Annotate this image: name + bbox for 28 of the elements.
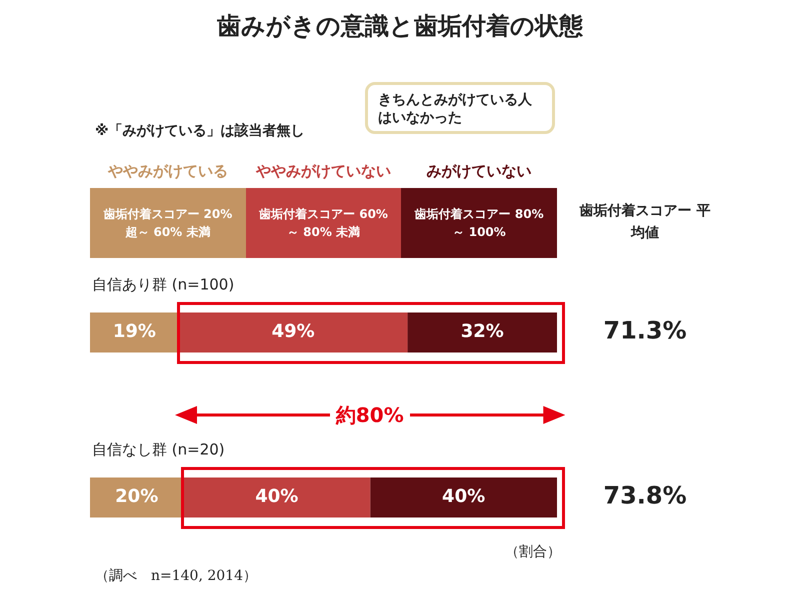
text: 73.8%	[603, 482, 687, 510]
annotation: 約80%	[330, 402, 410, 428]
speech-bubble: きちんとみがけている人はいなかった	[365, 82, 555, 134]
annotation: （調べ n=140, 2014）	[95, 567, 257, 585]
chart-title: 歯みがきの意識と歯垢付着の状態	[216, 11, 584, 42]
bar	[90, 312, 179, 352]
data-label: 32%	[460, 321, 504, 342]
bar	[370, 478, 557, 518]
text: ややみがけていない	[254, 162, 392, 182]
data-label: 49%	[272, 321, 315, 342]
text: 歯垢付着スコアー 20% 超～ 60% 未満	[90, 188, 246, 258]
text: 歯垢付着スコアー 60% ～ 80% 未満	[246, 188, 402, 258]
data-label: 19%	[112, 321, 156, 342]
text: 歯垢付着スコアー 平均値	[578, 202, 712, 243]
text: ややみがけている	[106, 162, 229, 182]
annotation: （割合）	[505, 543, 561, 561]
data-label: 40%	[442, 486, 486, 508]
bar	[183, 478, 370, 518]
y-tick-label: 自信なし群 (n=20)	[92, 440, 225, 458]
data-label: 40%	[255, 486, 298, 508]
text: 71.3%	[603, 316, 687, 345]
y-tick-label: 自信あり群 (n=100)	[92, 275, 234, 294]
text: 歯垢付着スコアー 80% ～ 100%	[401, 188, 558, 258]
data-label: 20%	[115, 486, 158, 508]
bar	[408, 312, 557, 352]
text: ※「みがけている」は該当者無し	[95, 122, 305, 140]
text: みがけていない	[426, 162, 533, 182]
bar	[178, 312, 408, 352]
